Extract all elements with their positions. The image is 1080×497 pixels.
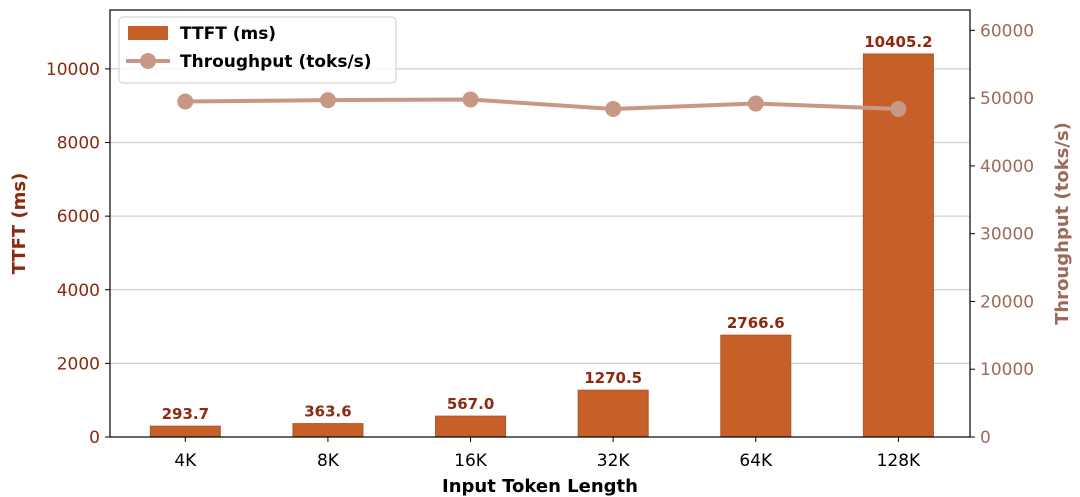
plot-frame bbox=[109, 9, 971, 438]
x-tick-label: 128K bbox=[877, 451, 921, 471]
throughput-point bbox=[890, 100, 907, 117]
bar-value-label: 293.7 bbox=[162, 405, 209, 423]
y2-tick-label: 50000 bbox=[980, 89, 1034, 109]
x-tick-labels: 4K 8K 16K 32K 64K 128K bbox=[174, 437, 921, 471]
y2-tick-label: 0 bbox=[980, 428, 991, 448]
legend-box bbox=[118, 16, 397, 84]
y2-axis-label: Throughput (toks/s) bbox=[1052, 122, 1073, 325]
bars bbox=[149, 53, 934, 438]
y-tick-label: 2000 bbox=[57, 354, 100, 374]
legend: TTFT (ms) Throughput (toks/s) bbox=[118, 16, 397, 84]
y-axis-label: TTFT (ms) bbox=[9, 173, 30, 275]
x-axis-label: Input Token Length bbox=[442, 476, 638, 497]
legend-line-marker bbox=[140, 53, 156, 69]
x-tick-label: 4K bbox=[174, 451, 197, 471]
throughput-line bbox=[177, 91, 907, 117]
y-tick-label: 0 bbox=[89, 428, 100, 448]
bar bbox=[862, 53, 934, 438]
throughput-point bbox=[747, 95, 764, 112]
bar bbox=[435, 415, 507, 438]
y-tick-labels: 0 2000 4000 6000 8000 10000 bbox=[46, 60, 110, 448]
y-tick-label: 4000 bbox=[57, 281, 100, 301]
bar-value-label: 363.6 bbox=[304, 403, 351, 421]
x-tick-label: 64K bbox=[739, 451, 773, 471]
y2-tick-label: 40000 bbox=[980, 157, 1034, 177]
y2-tick-labels: 0 10000 20000 30000 40000 50000 60000 bbox=[970, 21, 1034, 448]
x-tick-label: 32K bbox=[597, 451, 631, 471]
legend-ttft-label: TTFT (ms) bbox=[180, 24, 276, 44]
x-tick-label: 8K bbox=[317, 451, 340, 471]
y-tick-label: 6000 bbox=[57, 207, 100, 227]
y-tick-label: 10000 bbox=[46, 60, 100, 80]
bar-value-label: 1270.5 bbox=[584, 369, 642, 387]
throughput-point bbox=[605, 100, 622, 117]
y2-tick-label: 20000 bbox=[980, 292, 1034, 312]
bar-value-label: 2766.6 bbox=[727, 314, 785, 332]
x-tick-label: 16K bbox=[454, 451, 488, 471]
grid-lines bbox=[110, 68, 970, 364]
y2-tick-label: 60000 bbox=[980, 21, 1034, 41]
throughput-point bbox=[462, 91, 479, 108]
bar bbox=[292, 423, 364, 438]
y2-tick-label: 10000 bbox=[980, 360, 1034, 380]
bar-value-label: 10405.2 bbox=[864, 33, 932, 51]
bar bbox=[577, 389, 649, 438]
bar-value-label: 567.0 bbox=[447, 395, 494, 413]
legend-bar-swatch bbox=[128, 26, 168, 40]
throughput-point bbox=[319, 92, 336, 109]
y2-tick-label: 30000 bbox=[980, 225, 1034, 245]
throughput-polyline bbox=[185, 97, 899, 111]
bar-labels: 293.7 363.6 567.0 1270.5 2766.6 10405.2 bbox=[162, 33, 933, 423]
bar bbox=[149, 425, 221, 438]
bar bbox=[720, 334, 792, 438]
legend-throughput-label: Throughput (toks/s) bbox=[180, 52, 372, 72]
throughput-point bbox=[177, 93, 194, 110]
y-tick-label: 8000 bbox=[57, 134, 100, 154]
